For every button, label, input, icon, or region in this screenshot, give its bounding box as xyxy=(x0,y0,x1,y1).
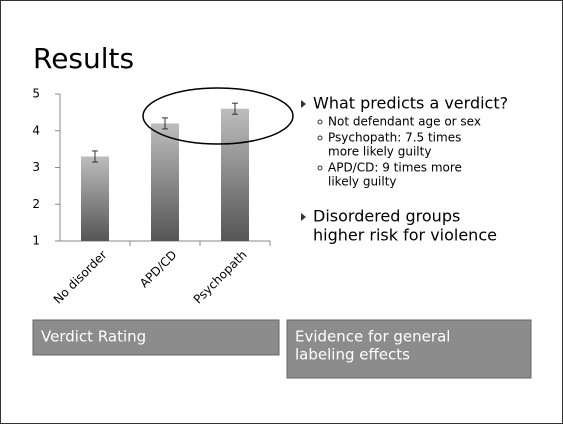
bar xyxy=(221,108,249,241)
bullet-marker xyxy=(301,100,306,108)
sub-bullet-marker xyxy=(317,119,323,125)
caption-text: Evidence for general xyxy=(295,328,450,346)
bullet-text: What predicts a verdict? xyxy=(313,94,508,113)
sub-bullet-marker xyxy=(317,165,323,171)
bullet-marker xyxy=(301,213,306,221)
error-bar xyxy=(92,150,98,163)
caption-box xyxy=(286,319,532,379)
bar xyxy=(81,156,109,241)
sub-bullet-text: likely guilty xyxy=(328,175,397,189)
y-tick-label: 1 xyxy=(32,234,40,248)
y-tick-label: 5 xyxy=(32,87,40,101)
y-tick-label: 3 xyxy=(32,160,40,174)
sub-bullet-text: Not defendant age or sex xyxy=(328,115,481,129)
bullet-text: Disordered groups xyxy=(313,207,460,226)
slide-title: Results xyxy=(33,42,134,75)
caption-text: labeling effects xyxy=(295,346,410,364)
sub-bullet-text: APD/CD: 9 times more xyxy=(328,161,462,175)
caption-text: Verdict Rating xyxy=(41,328,146,346)
sub-bullet-marker xyxy=(317,135,323,141)
highlight-ellipse xyxy=(142,87,294,145)
sub-bullet-text: Psychopath: 7.5 times xyxy=(328,131,461,145)
caption-box xyxy=(32,319,280,356)
sub-bullet-text: more likely guilty xyxy=(328,145,431,159)
error-bar xyxy=(232,102,238,115)
bullet-text: higher risk for violence xyxy=(313,226,497,245)
y-tick-label: 2 xyxy=(32,197,40,211)
bar xyxy=(151,123,179,241)
y-tick-label: 4 xyxy=(32,123,40,137)
error-bar xyxy=(162,117,168,130)
